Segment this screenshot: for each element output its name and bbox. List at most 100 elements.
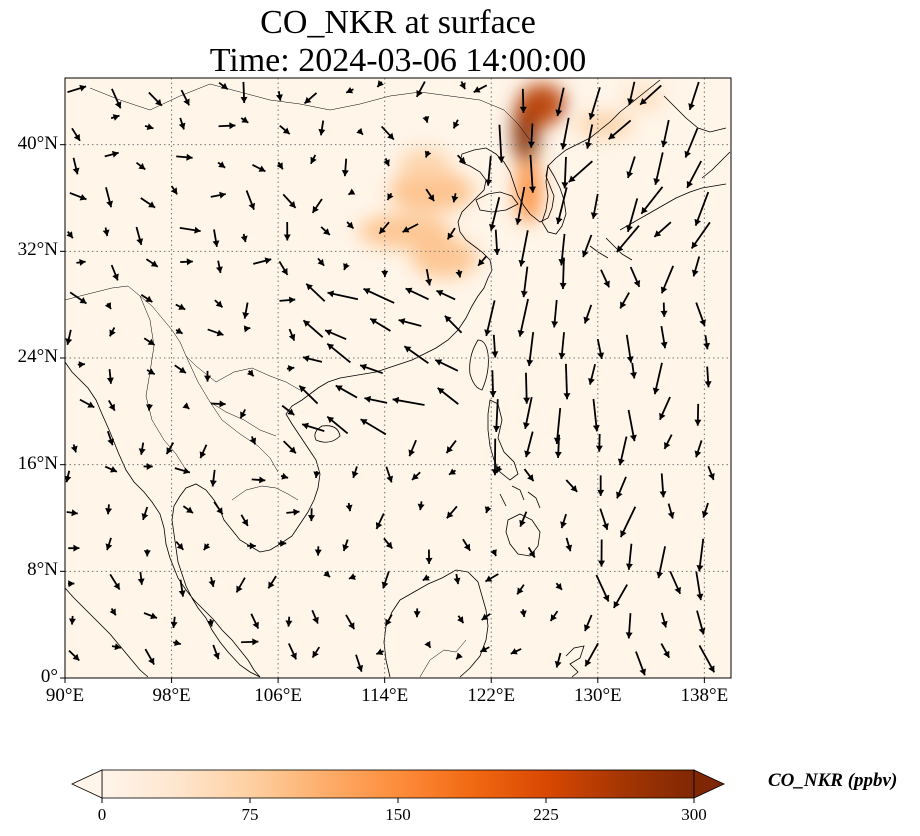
wind-arrow (596, 338, 605, 360)
wind-arrow (77, 361, 86, 369)
wind-arrow (484, 506, 492, 514)
wind-arrow (425, 268, 433, 286)
wind-arrow (600, 269, 610, 288)
wind-arrow (111, 88, 122, 109)
wind-arrow (288, 328, 296, 342)
wind-arrow (182, 505, 194, 514)
wind-arrow (375, 513, 385, 530)
co-plume-6 (398, 148, 452, 181)
wind-arrow (516, 584, 525, 595)
wind-arrow (363, 287, 395, 304)
wind-arrow (551, 299, 559, 328)
wind-arrow (563, 363, 571, 400)
wind-arrow (102, 227, 110, 237)
wind-arrow (217, 161, 226, 169)
wind-arrow (283, 221, 291, 241)
wind-arrow (549, 610, 559, 622)
wind-arrow (305, 283, 326, 302)
wind-arrow (519, 511, 528, 527)
wind-arrow (519, 609, 527, 618)
wind-arrow (625, 334, 634, 363)
wind-arrow (619, 506, 637, 538)
wind-arrow (326, 342, 351, 364)
wind-arrow (376, 80, 384, 88)
wind-arrow (278, 539, 287, 547)
wind-arrow (510, 648, 522, 655)
colorbar-min-extension (71, 769, 103, 799)
wind-arrow (422, 115, 430, 123)
wind-arrow (453, 573, 461, 585)
wind-arrow (210, 191, 226, 199)
wind-arrow (517, 298, 529, 337)
wind-arrow (218, 122, 236, 130)
wind-arrow (175, 327, 184, 335)
wind-arrow (408, 439, 417, 457)
wind-arrow (398, 318, 422, 327)
wind-arrow (360, 418, 387, 436)
wind-arrow (523, 372, 531, 404)
wind-arrow (660, 643, 670, 659)
wind-arrow (79, 398, 95, 409)
wind-arrow (345, 86, 354, 94)
wind-arrow (327, 290, 359, 301)
wind-arrow (287, 643, 297, 660)
wind-arrow (583, 304, 593, 324)
map-background (65, 78, 731, 678)
wind-arrow (701, 502, 709, 518)
wind-arrow (348, 573, 356, 580)
colorbar-label: CO_NKR (ppbv) (768, 770, 898, 791)
wind-arrow (138, 442, 146, 455)
wind-arrow (385, 466, 394, 483)
wind-arrow (457, 615, 465, 624)
wind-arrow (109, 327, 116, 337)
wind-arrow (613, 584, 628, 609)
wind-arrow (276, 161, 284, 170)
wind-arrow (380, 125, 395, 141)
y-tick-label: 40°N (17, 132, 58, 154)
wind-arrow (280, 472, 289, 480)
wind-arrow (694, 440, 703, 458)
wind-arrow (455, 652, 463, 660)
wind-arrow (109, 573, 121, 591)
wind-arrow (635, 651, 647, 676)
wind-arrow (314, 546, 322, 556)
wind-arrow (356, 127, 364, 136)
wind-arrow (492, 399, 500, 432)
wind-arrow (696, 610, 706, 635)
wind-arrow (491, 334, 499, 358)
wind-arrow (599, 508, 609, 531)
country-borders (65, 83, 531, 678)
wind-arrow (479, 645, 490, 653)
wind-arrow (554, 652, 562, 668)
wind-arrow (592, 398, 600, 432)
wind-arrow (392, 396, 425, 406)
colorbar-tick-label: 225 (533, 805, 559, 824)
wind-arrow (140, 293, 153, 303)
wind-arrow (351, 466, 359, 479)
wind-arrow (242, 302, 250, 319)
wind-arrow (286, 365, 295, 373)
wind-arrow (204, 370, 212, 382)
wind-arrow (72, 157, 80, 175)
wind-arrow (493, 229, 501, 256)
wind-arrow (69, 192, 87, 201)
wind-arrow (135, 226, 144, 246)
wind-arrow (165, 442, 175, 455)
wind-arrow (415, 81, 426, 98)
wind-arrow (686, 160, 703, 189)
wind-arrow (656, 546, 667, 579)
visayas-islands (499, 485, 541, 509)
wind-arrow (182, 402, 190, 410)
wind-arrow (555, 582, 563, 591)
wind-arrow (684, 127, 699, 158)
wind-arrow (381, 269, 389, 277)
wind-arrow (104, 302, 112, 310)
wind-arrow (625, 543, 633, 570)
x-tick-label: 114°E (361, 685, 409, 706)
wind-arrow (282, 193, 297, 209)
wind-arrow (105, 537, 113, 551)
wind-arrow (107, 400, 116, 412)
wind-arrow (417, 501, 425, 511)
wind-arrow (174, 467, 191, 475)
